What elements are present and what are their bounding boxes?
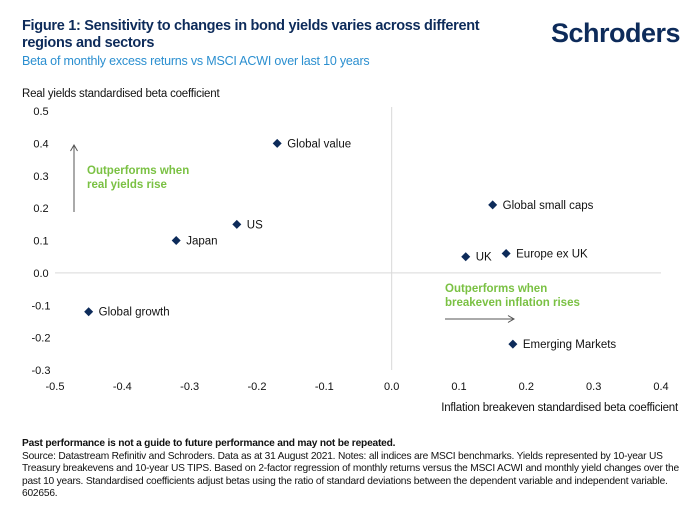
x-tick-label: 0.2 (519, 381, 534, 393)
annotation-breakeven: breakeven inflation rises (445, 297, 580, 309)
x-tick-label: -0.2 (248, 381, 267, 393)
data-point (171, 236, 181, 245)
x-tick-label: 0.1 (451, 381, 466, 393)
annotation-breakeven: Outperforms when (445, 283, 547, 295)
data-point (461, 252, 471, 262)
chart-subtitle: Beta of monthly excess returns vs MSCI A… (22, 54, 370, 68)
up-arrow-head-icon (70, 144, 78, 152)
y-tick-label: 0.5 (33, 106, 48, 118)
data-point (501, 248, 511, 258)
y-tick-label: -0.3 (32, 365, 51, 377)
data-point (232, 219, 242, 229)
y-tick-label: -0.1 (32, 300, 51, 312)
data-point-label: Global value (287, 138, 351, 150)
data-point-label: Europe ex UK (516, 248, 588, 260)
y-tick-label: 0.0 (33, 268, 48, 280)
x-tick-label: -0.3 (180, 381, 199, 393)
y-tick-label: 0.2 (33, 203, 48, 215)
x-tick-label: 0.4 (653, 381, 668, 393)
data-point (272, 138, 282, 148)
x-tick-label: -0.5 (46, 381, 65, 393)
source-note: Source: Datastream Refinitiv and Schrode… (22, 450, 679, 500)
data-point-label: Global small caps (503, 200, 594, 212)
x-tick-label: -0.4 (113, 381, 132, 393)
x-axis-label: Inflation breakeven standardised beta co… (441, 402, 678, 414)
chart-title: Figure 1: Sensitivity to changes in bond… (22, 18, 480, 51)
x-tick-label: 0.3 (586, 381, 601, 393)
y-tick-label: 0.4 (33, 138, 48, 150)
data-point-label: UK (476, 252, 492, 264)
annotation-real-yields: Outperforms when (87, 165, 189, 177)
x-tick-label: -0.1 (315, 381, 334, 393)
data-point-label: Japan (186, 236, 217, 248)
y-axis-label: Real yields standardised beta coefficien… (22, 88, 220, 100)
x-tick-label: 0.0 (384, 381, 399, 393)
footer: Past performance is not a guide to futur… (22, 438, 682, 501)
data-point-label: Global growth (99, 307, 170, 319)
y-tick-label: 0.3 (33, 171, 48, 183)
data-point (508, 339, 518, 349)
right-arrow-head-icon (507, 315, 515, 323)
data-point (488, 200, 498, 210)
data-point-label: US (247, 219, 263, 231)
annotation-real-yields: real yields rise (87, 179, 167, 191)
disclaimer: Past performance is not a guide to futur… (22, 438, 396, 449)
data-point-label: Emerging Markets (523, 339, 617, 351)
schroders-logo: Schroders (551, 18, 681, 48)
data-point (84, 307, 94, 317)
y-tick-label: 0.1 (33, 236, 48, 248)
y-tick-label: -0.2 (32, 333, 51, 345)
